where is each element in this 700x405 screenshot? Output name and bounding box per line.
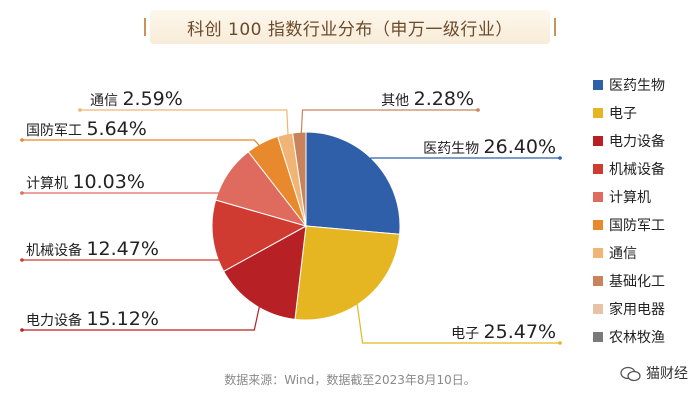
legend-label: 医药生物 [609,78,665,94]
pie-slice [211,199,308,273]
pie-slice [305,131,401,235]
leader-dot [20,328,24,332]
leader-line [22,289,264,331]
legend-swatch [593,248,603,258]
slice-label: 通信 2.59% [90,88,183,110]
leader-dot [78,108,82,112]
slice-label: 国防军工 5.64% [26,118,147,140]
watermark: 猫财经 [619,363,688,383]
slice-labels: 医药生物 26.40% 电子 25.47% 电力设备 15.12% 机械设备 12.4… [26,88,556,343]
leader-line [354,285,560,344]
legend-swatch [593,192,603,202]
legend-label: 基础化工 [609,273,665,290]
legend-label: 通信 [609,246,637,262]
leader-line [362,157,560,175]
legend-label: 农林牧渔 [609,330,665,346]
pie-slice [222,225,307,320]
legend-label: 计算机 [609,190,651,206]
legend-swatch [593,164,603,174]
legend-swatch [593,220,603,230]
slice-label-value: 2.59% [122,88,182,110]
leader-dot [20,258,24,262]
slice-label-value: 26.40% [484,136,556,158]
leader-dot [20,138,24,142]
slice-label-name: 国防军工 [26,123,86,139]
chart-title-banner: 科创 100 指数行业分布（申万一级行业） [144,10,556,44]
slice-label-name: 计算机 [26,176,72,192]
legend-swatch [593,108,603,118]
slice-label-name: 电子 [451,326,483,342]
leader-line [22,234,230,261]
slice-label-value: 25.47% [484,321,556,343]
legend-label: 电子 [609,106,637,122]
legend-label: 电力设备 [609,133,665,150]
legend-label: 国防军工 [609,218,665,234]
slice-label: 电子 25.47% [451,321,556,343]
slice-label-value: 15.12% [86,308,158,330]
legend-swatch [593,80,603,90]
legend-label: 机械设备 [609,161,665,178]
slice-label-value: 12.47% [86,238,158,260]
leader-lines [20,108,562,345]
leader-line [299,109,478,150]
slice-label: 计算机 10.03% [26,171,145,193]
leader-line [22,139,271,159]
legend-swatch [593,332,603,342]
legend-swatch [593,136,603,146]
wechat-icon [619,366,641,382]
legend-label: 家用电器 [609,301,665,318]
pie-slice [294,225,401,321]
leader-line [80,109,290,151]
slice-label: 其他 2.28% [381,88,474,110]
slice-label-name: 医药生物 [423,141,483,157]
slice-label: 机械设备 12.47% [26,238,159,260]
slice-label-value: 10.03% [72,171,144,193]
slice-label-name: 其他 [381,93,413,109]
leader-dot [558,156,562,160]
slice-label: 电力设备 15.12% [26,308,159,330]
leader-line [22,182,243,194]
slice-label-name: 通信 [90,93,122,109]
watermark-text: 猫财经 [646,366,688,382]
slice-label: 医药生物 26.40% [423,136,556,158]
pie-slice [292,131,307,227]
slice-label-value: 2.28% [414,88,474,110]
pie-slices [211,131,401,321]
chart-title: 科创 100 指数行业分布（申万一级行业） [187,19,513,40]
legend-swatch [593,304,603,314]
data-source-note: 数据来源：Wind，数据截至2023年8月10日。 [224,373,476,387]
legend-swatch [593,276,603,286]
slice-label-name: 机械设备 [26,242,86,259]
slice-label-value: 5.64% [86,118,146,140]
leader-dot [20,191,24,195]
slice-label-name: 电力设备 [26,312,86,329]
leader-dot [476,108,480,112]
leader-dot [558,341,562,345]
